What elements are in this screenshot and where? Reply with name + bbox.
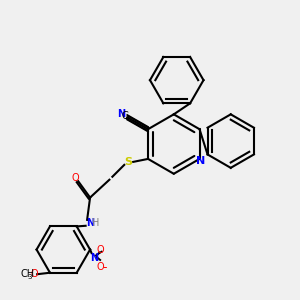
Text: H: H — [92, 218, 100, 228]
Text: S: S — [125, 157, 133, 167]
Text: N: N — [86, 218, 94, 228]
Text: 3: 3 — [28, 274, 32, 280]
Text: N: N — [117, 109, 125, 119]
Text: O: O — [30, 269, 38, 279]
Text: N: N — [196, 156, 206, 166]
Text: C: C — [122, 110, 128, 121]
Text: O: O — [71, 173, 79, 183]
Text: N: N — [91, 253, 99, 263]
Text: -: - — [103, 261, 107, 274]
Text: CH: CH — [20, 269, 34, 279]
Text: O: O — [97, 262, 104, 272]
Text: O: O — [97, 245, 104, 255]
